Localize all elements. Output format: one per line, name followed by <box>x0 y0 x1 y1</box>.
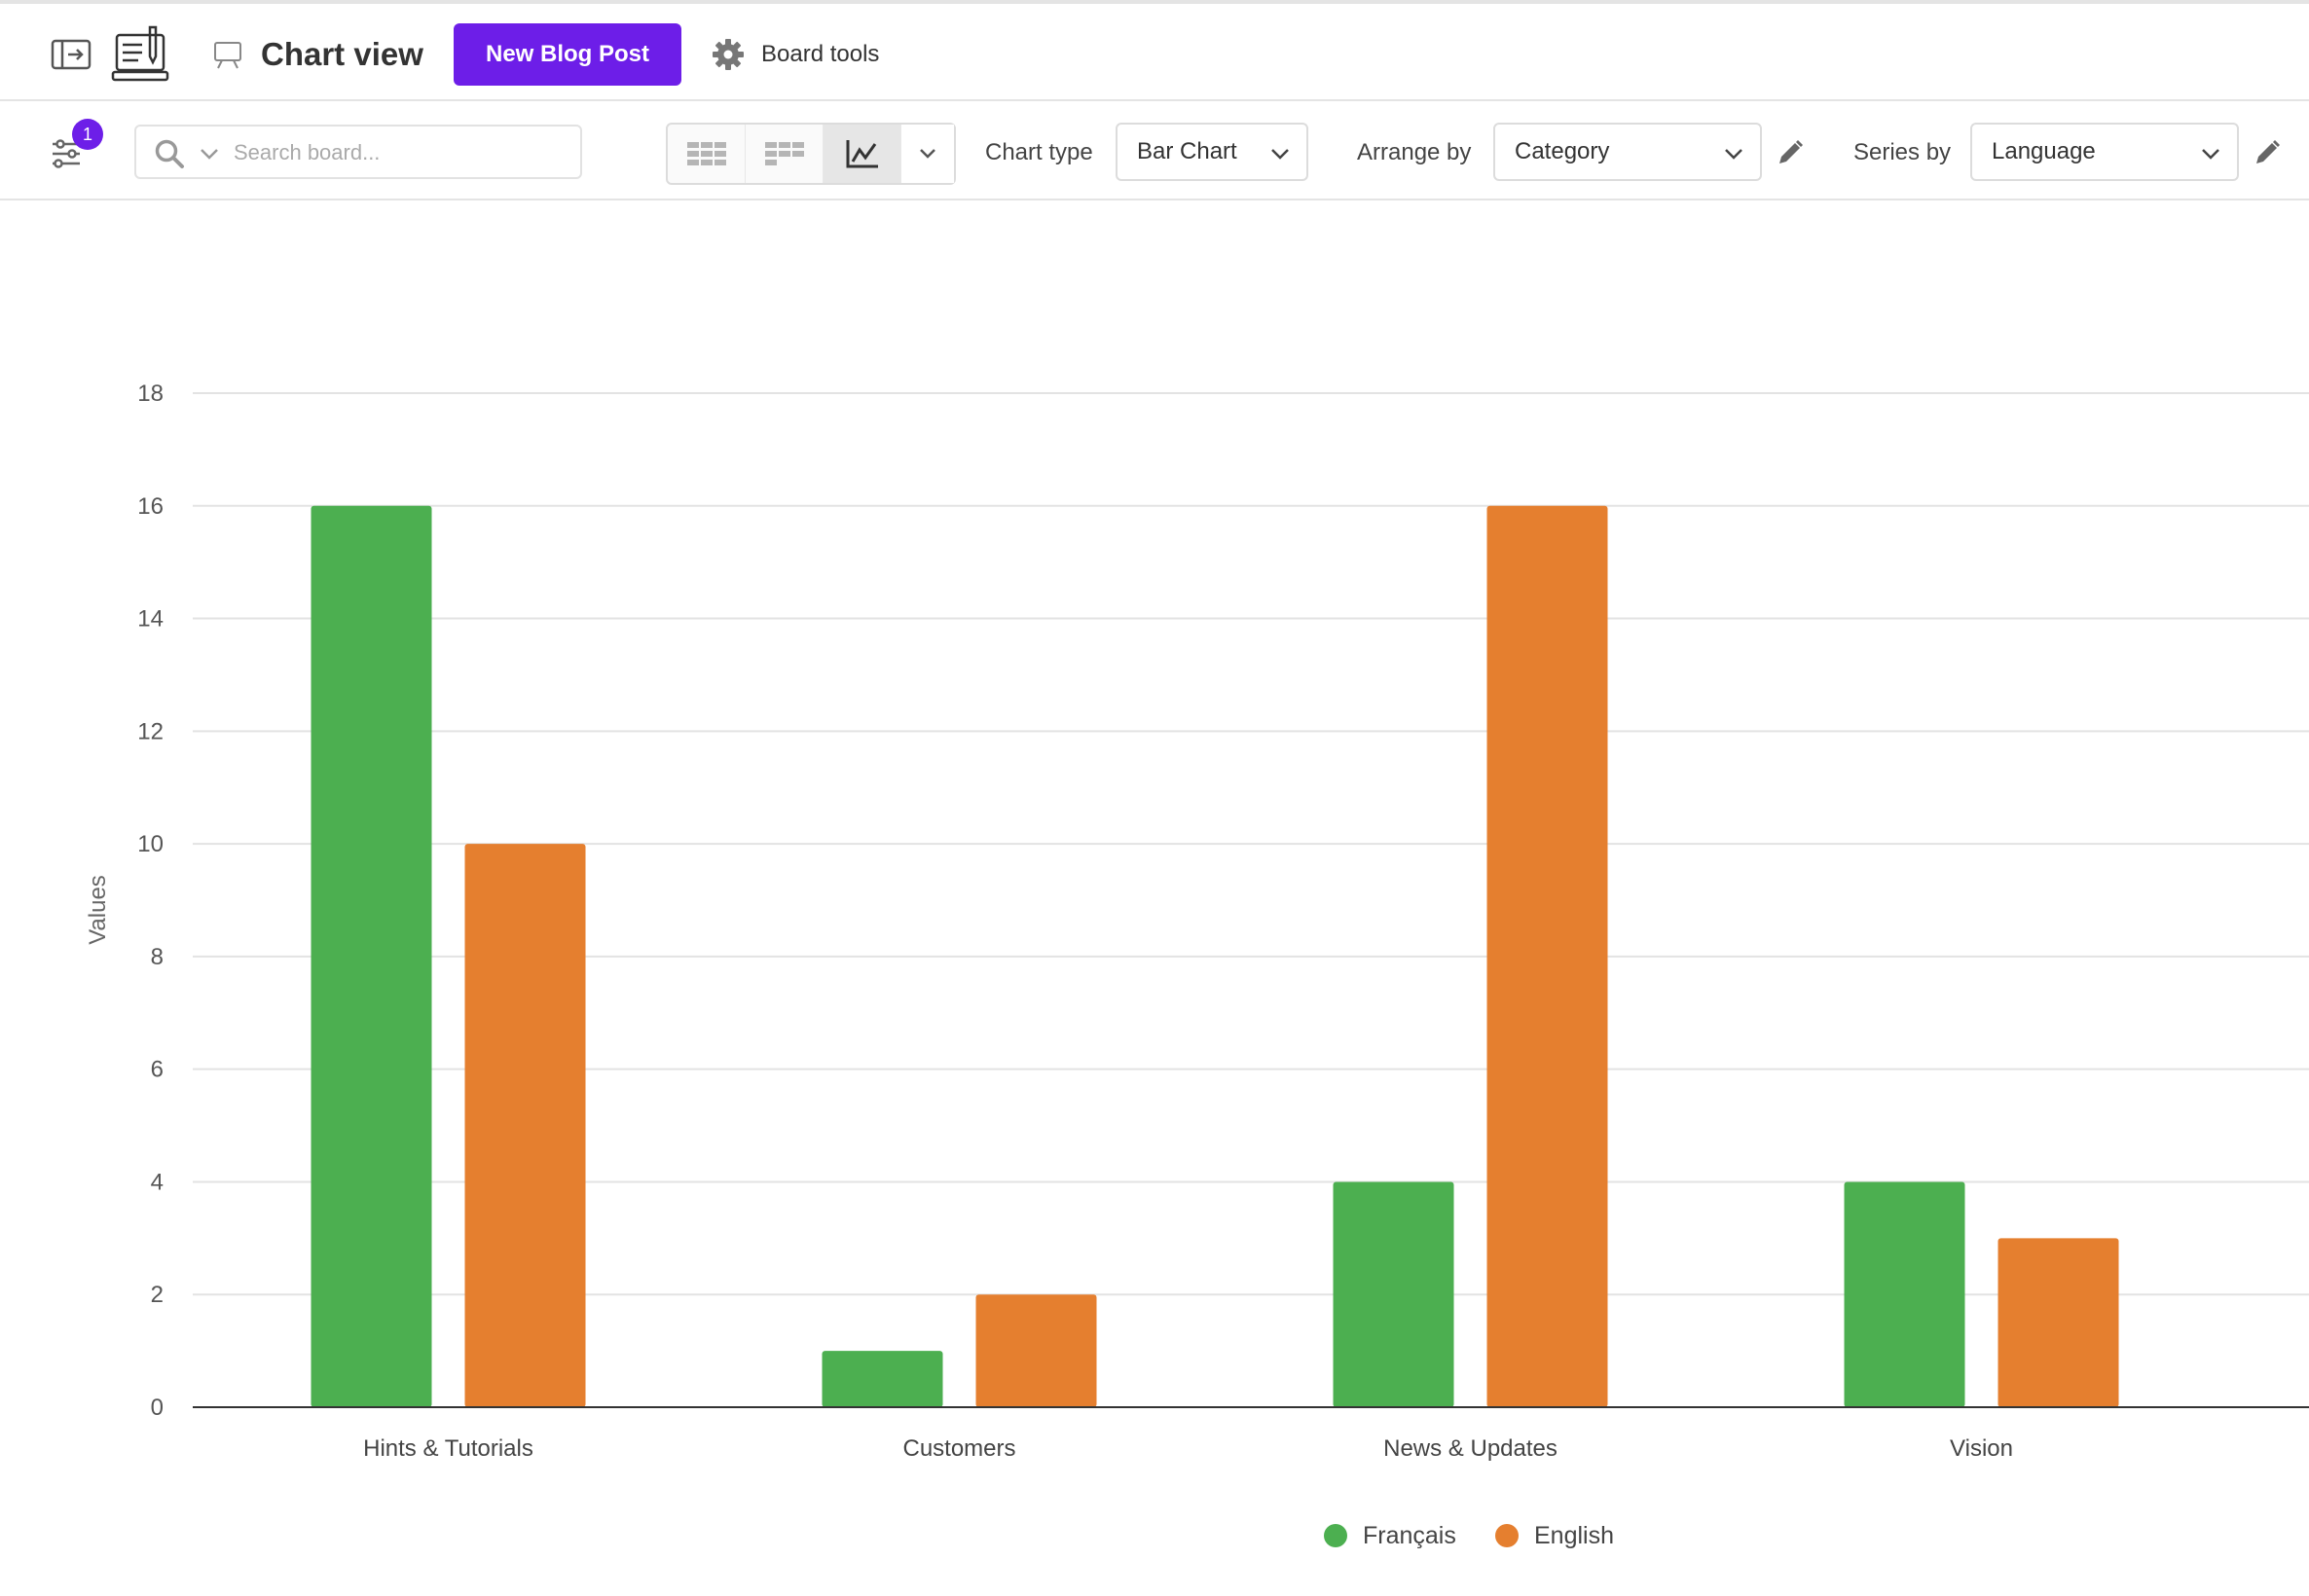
legend-marker-1[interactable] <box>1495 1524 1519 1547</box>
kanban-view-icon <box>764 142 804 165</box>
legend-marker-0[interactable] <box>1324 1524 1347 1547</box>
board-tools-button[interactable]: Board tools <box>711 33 879 76</box>
chart-area: 0 2 4 6 8 10 12 14 16 18 Values Hints & Tutorials Cu… <box>0 200 2309 1596</box>
bar-english-3[interactable] <box>1997 1238 2119 1407</box>
y-tick-label: 0 <box>151 1395 164 1421</box>
chart-type-label: Chart type <box>985 139 1093 165</box>
bar-english-2[interactable] <box>1486 505 1608 1407</box>
y-tick-label: 12 <box>137 718 164 744</box>
bar-english-0[interactable] <box>464 844 586 1407</box>
chart-view-icon <box>846 140 878 168</box>
chevron-down-icon[interactable] <box>199 144 220 163</box>
filter-count-badge: 1 <box>72 119 103 150</box>
y-tick-label: 14 <box>137 606 164 633</box>
bar-english-1[interactable] <box>975 1294 1097 1407</box>
y-tick-label: 18 <box>137 381 164 407</box>
series-by-label: Series by <box>1853 139 1952 165</box>
pencil-icon[interactable] <box>1776 138 1805 167</box>
board-icon <box>214 42 241 69</box>
arrange-by-value: Category <box>1515 138 1610 164</box>
arrange-by-label: Arrange by <box>1357 139 1472 165</box>
kanban-view-button[interactable] <box>746 125 824 183</box>
y-tick-label: 6 <box>151 1057 164 1083</box>
table-view-button[interactable] <box>668 125 746 183</box>
search-icon[interactable] <box>154 138 185 169</box>
chevron-down-icon <box>920 149 935 159</box>
x-tick-label: Customers <box>902 1435 1015 1462</box>
x-tick-label: Vision <box>1950 1435 2013 1462</box>
chart-type-value: Bar Chart <box>1137 138 1237 164</box>
page-title: Chart view <box>261 36 423 72</box>
x-tick-label: Hints & Tutorials <box>363 1435 533 1462</box>
filter-icon[interactable] <box>47 134 86 173</box>
table-view-icon <box>686 142 726 165</box>
app-logo-icon <box>111 25 169 82</box>
legend-label-1[interactable]: English <box>1534 1522 1614 1549</box>
y-tick-label: 8 <box>151 944 164 970</box>
y-tick-label: 2 <box>151 1282 164 1308</box>
y-tick-label: 4 <box>151 1169 164 1195</box>
series-by-value: Language <box>1992 138 2096 164</box>
bar-francais-3[interactable] <box>1844 1181 1965 1407</box>
legend-label-0[interactable]: Français <box>1363 1522 1456 1549</box>
x-tick-label: News & Updates <box>1383 1435 1558 1462</box>
bar-francais-1[interactable] <box>822 1351 943 1407</box>
board-toolbar: 1 <box>0 101 2309 200</box>
y-tick-label: 16 <box>137 493 164 520</box>
sidebar-toggle-icon[interactable] <box>51 37 93 72</box>
bar-francais-0[interactable] <box>311 505 432 1407</box>
pencil-icon[interactable] <box>2253 138 2282 167</box>
new-blog-post-button[interactable]: New Blog Post <box>454 23 681 86</box>
y-axis-label: Values <box>85 875 111 945</box>
arrange-by-select[interactable]: Category <box>1493 123 1762 181</box>
chart-type-select[interactable]: Bar Chart <box>1116 123 1308 181</box>
search-input[interactable] <box>234 134 565 171</box>
chevron-down-icon <box>1725 149 1742 160</box>
chevron-down-icon <box>1271 149 1289 160</box>
gear-icon <box>713 39 744 70</box>
chart-view-button[interactable] <box>824 125 901 183</box>
y-tick-label: 10 <box>137 831 164 857</box>
bar-francais-2[interactable] <box>1333 1181 1454 1407</box>
chevron-down-icon <box>2202 149 2219 160</box>
board-tools-label: Board tools <box>761 41 880 67</box>
search-box <box>134 125 582 179</box>
view-switcher <box>666 123 956 185</box>
bar-chart: 0 2 4 6 8 10 12 14 16 18 Values Hints & Tutorials Cu… <box>85 381 2309 1549</box>
series-by-select[interactable]: Language <box>1970 123 2239 181</box>
top-header: Chart view New Blog Post Board tools <box>0 0 2309 101</box>
view-options-button[interactable] <box>901 125 954 183</box>
